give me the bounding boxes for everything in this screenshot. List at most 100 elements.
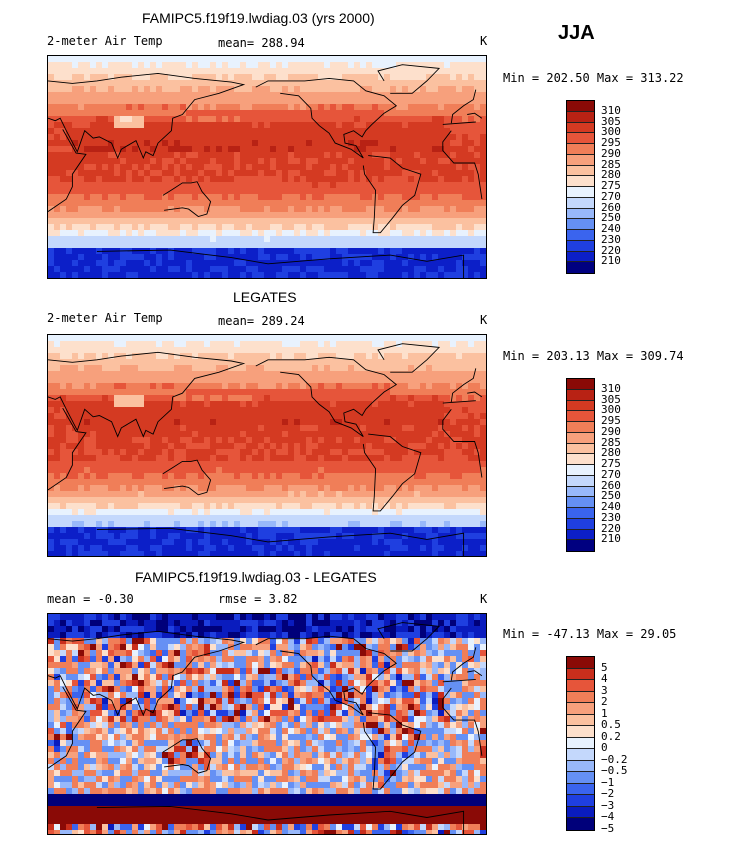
map-cell [294,86,301,93]
map-cell [312,425,319,432]
map-cell [348,80,355,87]
map-cell [390,389,397,396]
map-cell [240,260,247,267]
map-cell [78,371,85,378]
map-cell [174,182,181,189]
map-cell [330,443,337,450]
map-cell [462,56,469,63]
map-cell [294,194,301,201]
map-cell [282,497,289,504]
map-cell [72,212,79,219]
map-cell [144,98,151,105]
map-cell [288,461,295,468]
map-cell [474,134,481,141]
map-cell [180,473,187,480]
map-cell [204,503,211,510]
map-cell [228,236,235,243]
map-cell [144,419,151,426]
map-cell [150,359,157,366]
map-cell [150,116,157,123]
map-cell [96,485,103,492]
map-cell [180,176,187,183]
map-cell [408,497,415,504]
map-cell [228,194,235,201]
map-cell [222,407,229,414]
map-cell [288,419,295,426]
map-cell [426,152,433,159]
map-cell [180,158,187,165]
map-cell [138,467,145,474]
map-cell [192,503,199,510]
map-cell [366,449,373,456]
map-cell [144,365,151,372]
map-cell [438,212,445,219]
map-cell [462,170,469,177]
map-cell [78,497,85,504]
map-cell [300,437,307,444]
map-cell [426,389,433,396]
map-cell [372,377,379,384]
map-cell [216,278,223,279]
map-cell [264,497,271,504]
map-cell [144,134,151,141]
map-cell [402,425,409,432]
map-cell [270,272,277,278]
map-cell [96,455,103,462]
map-cell [210,242,217,249]
map-cell [222,200,229,207]
map-cell [288,248,295,255]
map-cell [174,365,181,372]
map-cell [264,395,271,402]
map-cell [162,206,169,213]
map-cell [144,248,151,255]
map-cell [384,491,391,498]
map-cell [354,266,361,273]
map-cell [126,116,133,123]
coastline-antarctica [96,249,465,278]
map-cell [438,395,445,402]
map-cell [204,68,211,75]
map-cell [246,122,253,129]
map-cell [348,206,355,213]
map-cell [258,407,265,414]
map-cell [186,92,193,99]
map-cell [108,395,115,402]
map-cell [324,389,331,396]
map-cell [210,206,217,213]
map-cell [180,164,187,171]
map-cell [120,56,127,63]
map-cell [474,62,481,69]
map-cell [168,278,175,279]
map-cell [180,242,187,249]
map-cell [288,260,295,267]
map-cell [192,212,199,219]
map-cell [222,401,229,408]
map-cell [456,341,463,348]
map-cell [138,260,145,267]
map-cell [138,116,145,123]
map-cell [402,383,409,390]
map-cell [174,254,181,261]
map-cell [318,146,325,153]
map-cell [354,62,361,69]
map-cell [282,359,289,366]
map-cell [444,230,451,237]
map-cell [252,461,259,468]
map-cell [120,212,127,219]
map-cell [186,164,193,171]
map-cell [120,86,127,93]
map-cell [234,353,241,360]
map-cell [168,98,175,105]
map-cell [420,176,427,183]
map-cell [306,266,313,273]
map-cell [414,158,421,165]
map-cell [234,341,241,348]
map-cell [282,164,289,171]
map-cell [258,353,265,360]
map-cell [180,224,187,231]
map-cell [258,497,265,504]
map-cell [378,242,385,249]
map-cell [396,122,403,129]
map-cell [384,461,391,468]
map-cell [312,371,319,378]
